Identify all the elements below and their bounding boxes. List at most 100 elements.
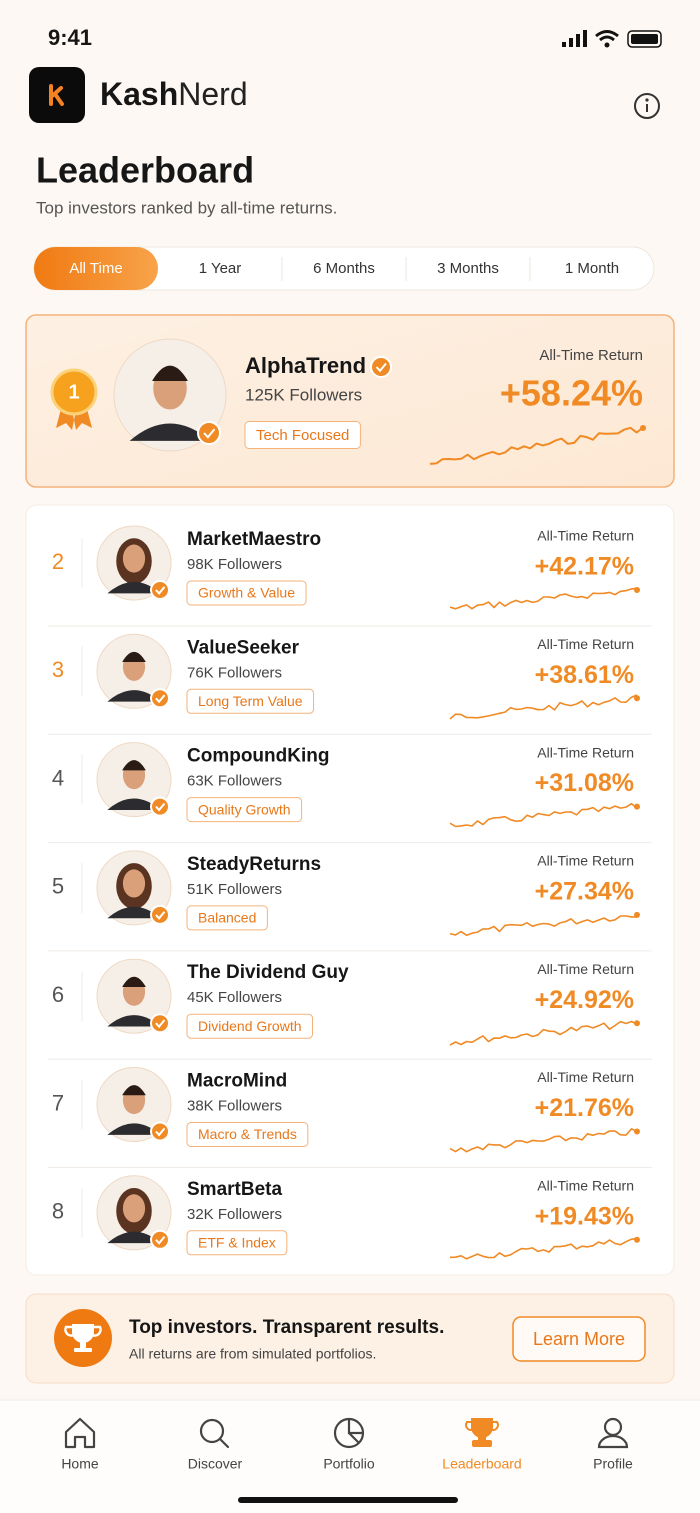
banner-title: Top investors. Transparent results. xyxy=(129,1317,444,1338)
sparkline-end xyxy=(634,1236,640,1243)
nav-label[interactable]: Portfolio xyxy=(323,1456,375,1472)
nav-label[interactable]: Leaderboard xyxy=(442,1456,521,1472)
avatar-body xyxy=(107,581,161,594)
banner-text: All returns are from simulated portfolio… xyxy=(129,1346,376,1362)
row-followers: 98K Followers xyxy=(187,556,282,573)
leader-row[interactable]: 7 MacroMind 38K Followers Macro & Trends All… xyxy=(48,1067,652,1168)
row-name: MacroMind xyxy=(187,1071,287,1092)
row-return: +19.43% xyxy=(535,1202,634,1230)
return-label: All-Time Return xyxy=(537,528,634,544)
avatar-hair xyxy=(122,651,146,663)
tab-label[interactable]: 6 Months xyxy=(313,260,375,277)
home-indicator xyxy=(238,1497,458,1503)
row-followers: 63K Followers xyxy=(187,773,282,790)
verified-badge xyxy=(150,904,170,925)
portfolio-icon[interactable] xyxy=(333,1417,365,1449)
return-label: All-Time Return xyxy=(537,961,634,977)
verified-check xyxy=(155,1019,166,1029)
leader-row[interactable]: 6 The Dividend Guy 45K Followers Dividend G… xyxy=(48,958,652,1060)
sparkline-end xyxy=(640,425,646,431)
tag-label: Quality Growth xyxy=(198,801,291,817)
row-return: +38.61% xyxy=(535,661,634,689)
home-icon[interactable] xyxy=(64,1417,96,1449)
row-return: +42.17% xyxy=(535,553,634,581)
medal-rank: 1 xyxy=(68,381,79,403)
sparkline-end xyxy=(634,1128,640,1135)
nav-label[interactable]: Profile xyxy=(593,1456,633,1472)
tag-box xyxy=(244,421,361,449)
nav-label[interactable]: Home xyxy=(61,1456,99,1472)
sparkline-end xyxy=(634,803,640,810)
nav-label[interactable]: Discover xyxy=(188,1456,243,1472)
verified-badge xyxy=(150,1121,170,1142)
row-name: CompoundKing xyxy=(187,746,329,767)
tag-label: ETF & Index xyxy=(198,1235,276,1251)
profile-icon[interactable] xyxy=(597,1417,629,1449)
avatar-face xyxy=(122,1194,146,1223)
return-label: All-Time Return xyxy=(537,744,634,760)
leader-row[interactable]: 2 MarketMaestro 98K Followers Growth & Valu… xyxy=(48,525,652,627)
row-name: ValueSeeker xyxy=(187,637,300,658)
status-icons xyxy=(562,30,662,48)
row-return: +24.92% xyxy=(535,986,634,1014)
trophy-badge xyxy=(54,1309,112,1367)
leaderboard-icon[interactable] xyxy=(465,1418,499,1447)
tab-label[interactable]: 1 Month xyxy=(565,260,619,277)
medal xyxy=(50,368,98,416)
avatar-body xyxy=(129,423,211,441)
tag-box xyxy=(186,905,268,931)
learn-more-label: Learn More xyxy=(533,1329,625,1349)
sparkline xyxy=(449,915,637,936)
leader-row[interactable]: 4 CompoundKing 63K Followers Quality Growth… xyxy=(48,742,652,844)
sparkline-end xyxy=(634,911,640,918)
tag-label: Long Term Value xyxy=(198,693,303,709)
avatar-body xyxy=(107,1231,161,1244)
avatar-body xyxy=(107,906,161,919)
row-followers: 76K Followers xyxy=(187,664,282,681)
verified-check xyxy=(155,1236,166,1245)
avatar-face xyxy=(122,544,146,573)
verified-check xyxy=(155,911,166,920)
logo xyxy=(29,67,85,123)
verified-check xyxy=(375,362,387,373)
leader-return: +58.24% xyxy=(500,373,643,414)
verified-badge xyxy=(370,356,393,378)
banner xyxy=(25,1293,675,1384)
tag-label: Growth & Value xyxy=(198,585,295,601)
avatar-body xyxy=(107,1015,161,1027)
sparkline xyxy=(449,587,638,610)
row-name: SteadyReturns xyxy=(187,854,321,875)
page-subtitle: Top investors ranked by all-time returns… xyxy=(36,198,337,217)
sparkline xyxy=(449,694,638,720)
info-button[interactable] xyxy=(634,93,660,119)
verified-check xyxy=(155,1127,166,1137)
verified-badge xyxy=(150,580,170,600)
leader-row[interactable]: 5 SteadyReturns 51K Followers Balanced All-T… xyxy=(48,850,652,952)
page-title: Leaderboard xyxy=(36,150,254,191)
tag-label: Tech Focused xyxy=(256,427,349,444)
return-label: All-Time Return xyxy=(537,853,634,869)
tag-box xyxy=(186,797,303,823)
tab-label[interactable]: 1 Year xyxy=(199,260,242,277)
tab-label[interactable]: 3 Months xyxy=(437,260,499,277)
status-time: 9:41 xyxy=(48,25,92,50)
tab-label[interactable]: All Time xyxy=(69,260,122,277)
tag-label: Dividend Growth xyxy=(198,1018,302,1034)
return-label: All-Time Return xyxy=(537,1178,634,1194)
row-followers: 45K Followers xyxy=(187,989,282,1006)
tag-label: Macro & Trends xyxy=(198,1126,297,1142)
leader-row[interactable]: 3 ValueSeeker 76K Followers Long Term Value… xyxy=(48,633,652,735)
row-return: +21.76% xyxy=(535,1094,634,1122)
row-name: SmartBeta xyxy=(187,1179,282,1200)
avatar-face xyxy=(122,869,146,898)
avatar-hair xyxy=(122,760,146,771)
avatar-hair xyxy=(122,976,146,987)
leader-row[interactable]: 8 SmartBeta 32K Followers ETF & Index All-Ti… xyxy=(52,1175,640,1260)
verified-check xyxy=(155,586,166,595)
learn-more-button[interactable]: Learn More xyxy=(512,1316,646,1362)
discover-icon[interactable] xyxy=(199,1418,230,1449)
avatar-body xyxy=(107,798,161,810)
tab-active-pill xyxy=(34,247,158,290)
